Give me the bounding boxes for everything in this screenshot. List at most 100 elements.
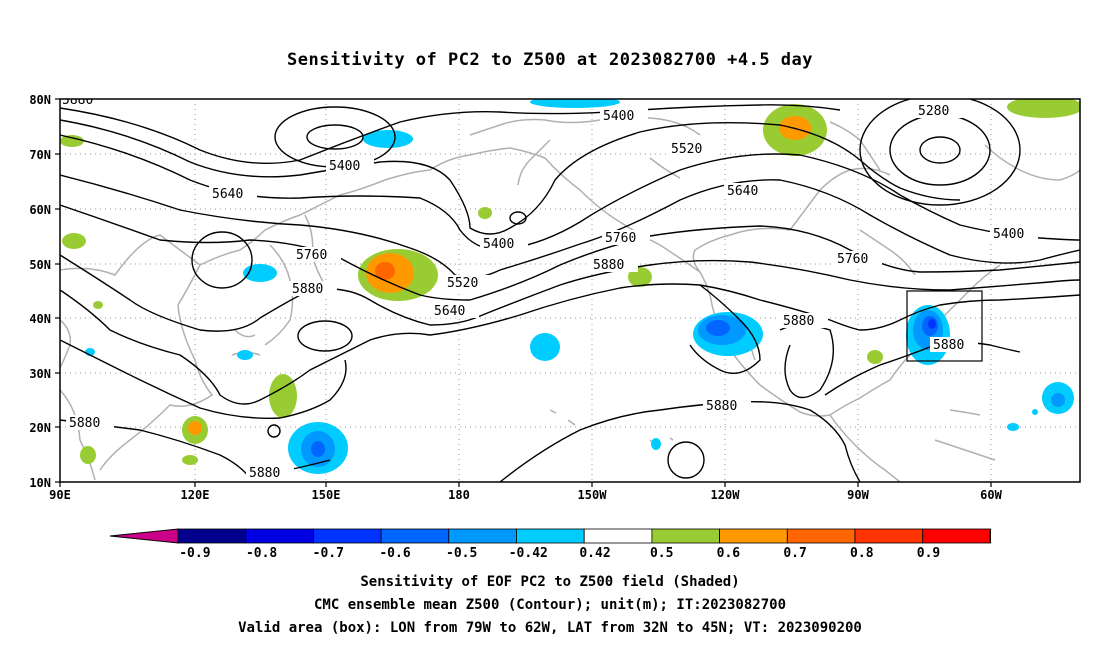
svg-text:5400: 5400 (993, 227, 1024, 242)
valid-area-box (906, 290, 983, 362)
colorbar-label: 0.5 (650, 546, 673, 561)
shade-region (867, 350, 883, 364)
svg-text:5880: 5880 (593, 258, 624, 273)
colorbar-swatch (854, 528, 924, 544)
colorbar-label: -0.6 (379, 546, 410, 561)
lat-label: 60N (29, 203, 51, 217)
colorbar-swatch (719, 528, 788, 544)
colorbar-label: 0.6 (717, 546, 741, 561)
lon-label: 90W (847, 488, 869, 502)
shade-region (1007, 99, 1080, 118)
shade-region (530, 99, 620, 108)
contour-label: 5640 (209, 186, 257, 202)
map-border (59, 98, 1081, 483)
contour-label: 5400 (990, 226, 1038, 242)
svg-text:5280: 5280 (918, 104, 949, 119)
shade-region (530, 333, 560, 361)
shade-region (182, 455, 198, 465)
contour-label: 5880 (289, 281, 337, 297)
contour-label: 5880 (66, 415, 114, 431)
colorbar-label: 0.42 (579, 546, 610, 561)
lat-label: 70N (29, 148, 51, 162)
lat-label: 80N (29, 93, 51, 107)
shade-region (237, 350, 253, 360)
colorbar-label: 0.8 (850, 546, 874, 561)
colorbar-swatch (177, 528, 247, 544)
svg-text:5760: 5760 (605, 231, 636, 246)
lon-label: 60W (980, 488, 1002, 502)
colorbar-swatch (786, 528, 856, 544)
svg-text:5520: 5520 (671, 142, 702, 157)
shade-region (62, 233, 86, 249)
svg-text:5880: 5880 (292, 282, 323, 297)
svg-text:5880: 5880 (706, 399, 737, 414)
contour-label: 5400 (600, 108, 648, 124)
colorbar-label: 0.9 (917, 546, 940, 561)
shade-region (93, 301, 103, 309)
colorbar-swatch (922, 528, 991, 544)
colorbar-swatch (312, 528, 382, 544)
contour-label: 5400 (480, 236, 528, 252)
lon-label: 90E (49, 488, 71, 502)
contour-label: 5880 (590, 257, 638, 273)
caption-shaded: Sensitivity of EOF PC2 to Z500 field (Sh… (360, 574, 740, 590)
shade-region (928, 319, 936, 329)
page-title: Sensitivity of PC2 to Z500 at 2023082700… (286, 50, 813, 70)
shade-region (478, 207, 492, 219)
svg-text:5880: 5880 (69, 416, 100, 431)
shade-region (1007, 423, 1019, 431)
contour-label: 5880 (780, 313, 828, 329)
shade-region (269, 374, 297, 418)
svg-text:5640: 5640 (212, 187, 243, 202)
lat-label: 20N (29, 421, 51, 435)
svg-text:5880: 5880 (783, 314, 814, 329)
caption-valid-area: Valid area (box): LON from 79W to 62W, L… (238, 620, 862, 636)
lat-label: 30N (29, 367, 51, 381)
colorbar-swatch (651, 528, 721, 544)
contour-label: 5760 (602, 230, 650, 246)
shade-region (651, 438, 661, 450)
svg-text:5760: 5760 (837, 252, 868, 267)
colorbar-label: -0.9 (179, 546, 210, 561)
shade-region (80, 446, 96, 464)
contour-label: 5520 (668, 141, 716, 157)
contour-label: 5880 (703, 398, 751, 414)
svg-text:5520: 5520 (447, 276, 478, 291)
svg-text:5400: 5400 (603, 109, 634, 124)
colorbar-end-low (109, 528, 179, 544)
colorbar-label: -0.42 (509, 546, 548, 561)
contour-label: 5880 (930, 337, 978, 353)
colorbar-label: -0.8 (246, 546, 277, 561)
lon-label: 150E (312, 488, 341, 502)
caption-contour: CMC ensemble mean Z500 (Contour); unit(m… (313, 597, 786, 613)
colorbar-swatch (245, 528, 314, 544)
contour-label: 5760 (834, 251, 882, 267)
contour-label: 5640 (431, 303, 479, 319)
shade-region (311, 441, 325, 457)
shade-region (363, 130, 413, 148)
contour-label: 5760 (293, 247, 341, 263)
contour-label: 5640 (724, 183, 772, 199)
svg-text:5400: 5400 (329, 159, 360, 174)
contour-label: 5880 (60, 93, 96, 108)
svg-text:5640: 5640 (434, 304, 465, 319)
shade-region (1051, 393, 1065, 407)
lon-label: 180 (448, 488, 470, 502)
colorbar-swatch (583, 528, 653, 544)
colorbar-label: 0.7 (783, 546, 806, 561)
colorbar-label: -0.5 (446, 546, 477, 561)
lon-label: 120W (711, 488, 741, 502)
colorbar-swatch (380, 528, 450, 544)
lon-label: 120E (181, 488, 210, 502)
svg-text:5400: 5400 (483, 237, 514, 252)
colorbar: -0.9 -0.8 -0.7 -0.6 -0.5 -0.42 0.42 0.5 0.6 0.7 0.… (109, 528, 991, 561)
contour-label: 5520 (444, 275, 492, 291)
colorbar-label: -0.7 (313, 546, 344, 561)
lat-label: 10N (29, 476, 51, 490)
shade-region (706, 320, 730, 336)
svg-text:5760: 5760 (296, 248, 327, 263)
shade-region (1032, 409, 1038, 415)
svg-text:5880: 5880 (62, 93, 93, 108)
lat-label: 40N (29, 312, 51, 326)
